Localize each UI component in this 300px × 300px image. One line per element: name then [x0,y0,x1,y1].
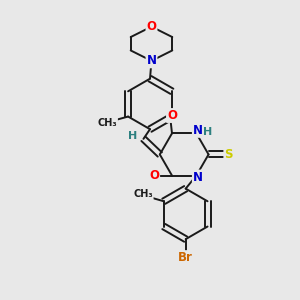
Text: H: H [128,131,138,141]
Text: S: S [224,148,233,161]
Text: CH₃: CH₃ [98,118,117,128]
Text: N: N [193,171,203,184]
Text: N: N [146,54,157,67]
Text: Br: Br [178,251,193,264]
Text: O: O [146,20,157,33]
Text: N: N [193,124,203,137]
Text: H: H [203,127,212,137]
Text: CH₃: CH₃ [133,189,153,200]
Text: O: O [149,169,159,182]
Text: O: O [167,109,177,122]
